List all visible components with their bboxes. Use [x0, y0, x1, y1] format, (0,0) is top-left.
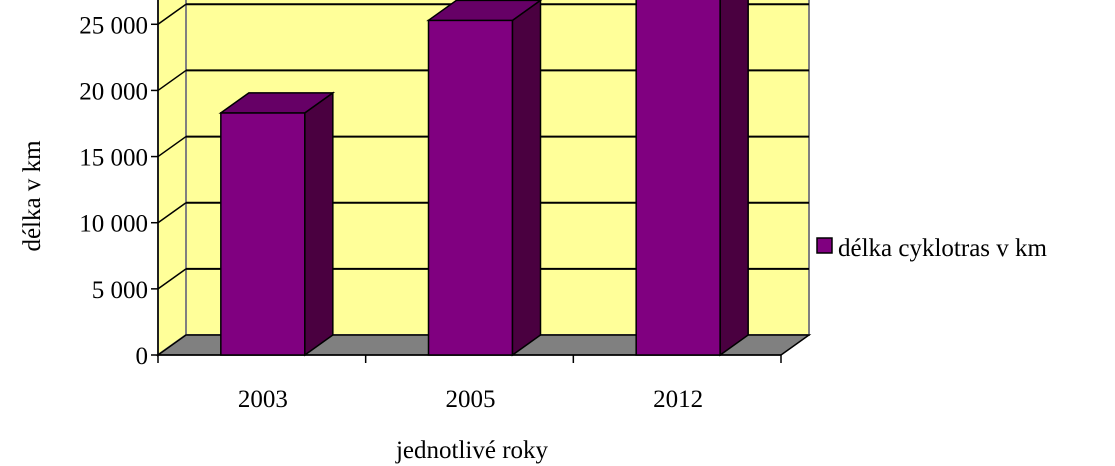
y-axis-title: délka v km	[19, 140, 46, 252]
legend: délka cyklotras v km	[816, 235, 1048, 262]
y-tick-label: 10 000	[79, 211, 148, 238]
x-axis-title: jednotlivé roky	[395, 437, 549, 464]
gridline-side	[157, 69, 187, 92]
side-wall	[157, 0, 187, 357]
bar-side	[719, 0, 749, 357]
bar-front	[427, 19, 514, 356]
gridline-side	[157, 268, 187, 290]
gridline-side	[157, 202, 187, 224]
bar-top	[426, 0, 543, 22]
x-tick-label: 2005	[446, 386, 496, 413]
x-tick-label: 2003	[238, 386, 288, 413]
y-tick-label: 25 000	[79, 12, 148, 39]
bar-front	[635, 0, 721, 356]
y-tick-label: 15 000	[79, 145, 148, 172]
gridline-side	[157, 135, 187, 158]
legend-swatch	[816, 237, 833, 254]
x-tick-labels: 2003 2005 2012	[238, 386, 703, 413]
gridline-side	[157, 3, 187, 25]
legend-label: délka cyklotras v km	[838, 235, 1048, 262]
bars	[218, 0, 749, 357]
x-tick-label: 2012	[653, 386, 703, 413]
bar-side	[511, 0, 542, 357]
y-tick-label: 0	[136, 343, 149, 370]
y-tick-label: 20 000	[79, 78, 148, 105]
bar-top	[218, 92, 336, 114]
y-tick-label: 5 000	[92, 277, 148, 304]
bar-side	[304, 91, 334, 357]
bar-front	[220, 112, 306, 356]
